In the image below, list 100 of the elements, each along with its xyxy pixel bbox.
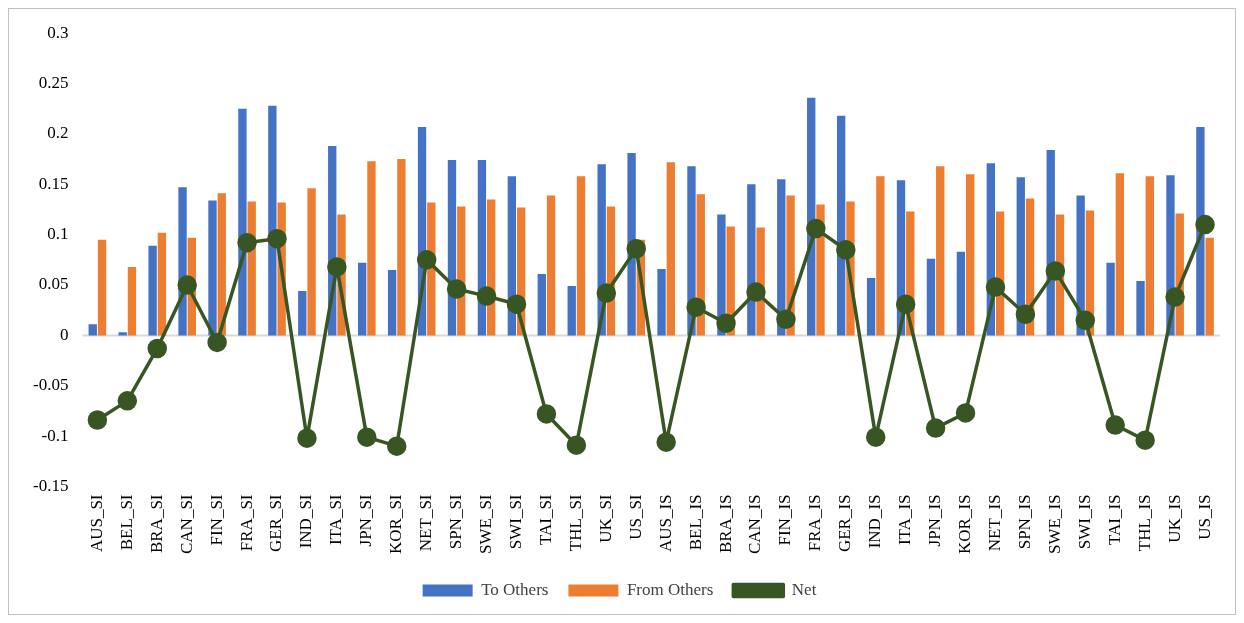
y-tick-label: 0 [59, 324, 69, 344]
bar [567, 286, 576, 336]
x-tick-label: UK_IS [1164, 494, 1184, 543]
x-tick-label: ITA_SI [326, 494, 346, 546]
point [746, 282, 766, 302]
x-tick-label: SWE_IS [1044, 494, 1064, 554]
x-tick-label: ITA_IS [895, 494, 915, 546]
point [207, 332, 227, 353]
bar [546, 195, 556, 336]
x-tick-label: GER_SI [266, 494, 286, 553]
bar [387, 269, 397, 336]
point [686, 297, 706, 317]
point [955, 403, 976, 423]
bar [966, 174, 975, 336]
point [836, 240, 856, 260]
bar [666, 162, 675, 336]
bar [367, 161, 376, 336]
x-tick-label: JPN_SI [356, 494, 376, 547]
point [895, 294, 916, 314]
y-tick-label: -0.15 [32, 475, 69, 495]
bar [357, 262, 367, 336]
point [267, 228, 287, 249]
point [357, 427, 377, 447]
x-tick-label: FRA_SI [236, 494, 256, 552]
bar [1115, 173, 1125, 336]
bar [876, 176, 885, 336]
point [1195, 214, 1215, 235]
point [416, 250, 437, 270]
point [865, 427, 886, 447]
bar [157, 232, 167, 336]
bar [1106, 262, 1115, 336]
x-tick-label: THL_SI [565, 494, 585, 552]
x-tick-label: CAN_IS [745, 494, 765, 555]
bar [956, 251, 966, 336]
bar [298, 291, 307, 336]
bar [926, 258, 936, 336]
bar [866, 277, 876, 336]
x-tick-label: SPN_IS [1014, 494, 1034, 550]
bar [627, 153, 636, 336]
point [1075, 310, 1096, 331]
x-tick-label: FRA_IS [805, 494, 825, 552]
x-tick-label: THL_IS [1134, 494, 1154, 552]
bar [657, 268, 666, 336]
y-tick-label: -0.05 [32, 375, 69, 395]
x-tick-label: KOR_SI [386, 494, 406, 555]
y-tick-label: 0.1 [47, 224, 69, 244]
y-tick-label: 0.15 [38, 173, 69, 193]
x-tick-label: BEL_SI [116, 494, 136, 551]
x-tick-label: CAN_SI [176, 494, 196, 555]
x-tick-label: NET_SI [416, 494, 436, 552]
point [476, 286, 497, 306]
point [1135, 430, 1155, 450]
point [1165, 287, 1185, 307]
x-tick-label: GER_IS [835, 494, 855, 553]
legend-label: From Others [626, 579, 714, 599]
x-tick-label: BEL_IS [685, 494, 705, 551]
legend-label: To Others [481, 579, 549, 599]
bar [576, 176, 586, 336]
bar [1205, 237, 1214, 336]
point [985, 277, 1006, 297]
point [596, 283, 617, 303]
bar [127, 266, 137, 336]
point [446, 279, 467, 299]
y-tick-label: 0.05 [38, 274, 69, 294]
bar [118, 332, 127, 336]
point [506, 294, 527, 314]
x-tick-label: SPN_SI [446, 494, 466, 550]
x-tick-label: BRA_SI [146, 494, 166, 554]
bar [307, 188, 316, 336]
x-tick-label: IND_SI [296, 494, 316, 549]
x-tick-label: NET_IS [984, 494, 1004, 552]
point [327, 257, 347, 277]
y-tick-label: -0.1 [41, 425, 69, 445]
point [536, 404, 557, 424]
bar [268, 105, 277, 336]
x-tick-label: JPN_IS [925, 494, 945, 547]
x-tick-label: AUS_SI [86, 494, 106, 553]
bar [88, 324, 97, 336]
x-tick-label: SWI_IS [1074, 494, 1094, 550]
point [297, 428, 317, 448]
y-tick-label: 0.3 [47, 22, 69, 42]
point [776, 309, 796, 330]
point [925, 418, 946, 438]
x-tick-label: IND_IS [865, 494, 885, 549]
point [806, 218, 826, 239]
x-tick-label: US_SI [625, 494, 645, 540]
x-tick-label: AUS_IS [655, 494, 675, 553]
x-tick-label: FIN_SI [206, 494, 226, 546]
point [1015, 304, 1036, 324]
point [626, 239, 646, 259]
x-tick-label: FIN_IS [775, 494, 795, 546]
x-tick-label: TAI_IS [1104, 494, 1124, 546]
bar [208, 200, 217, 336]
point [237, 232, 257, 253]
y-tick-label: 0.2 [47, 123, 69, 143]
bar [97, 239, 107, 336]
point [117, 391, 138, 411]
bar [397, 159, 406, 336]
point [177, 275, 197, 295]
x-tick-label: US_IS [1194, 494, 1214, 540]
